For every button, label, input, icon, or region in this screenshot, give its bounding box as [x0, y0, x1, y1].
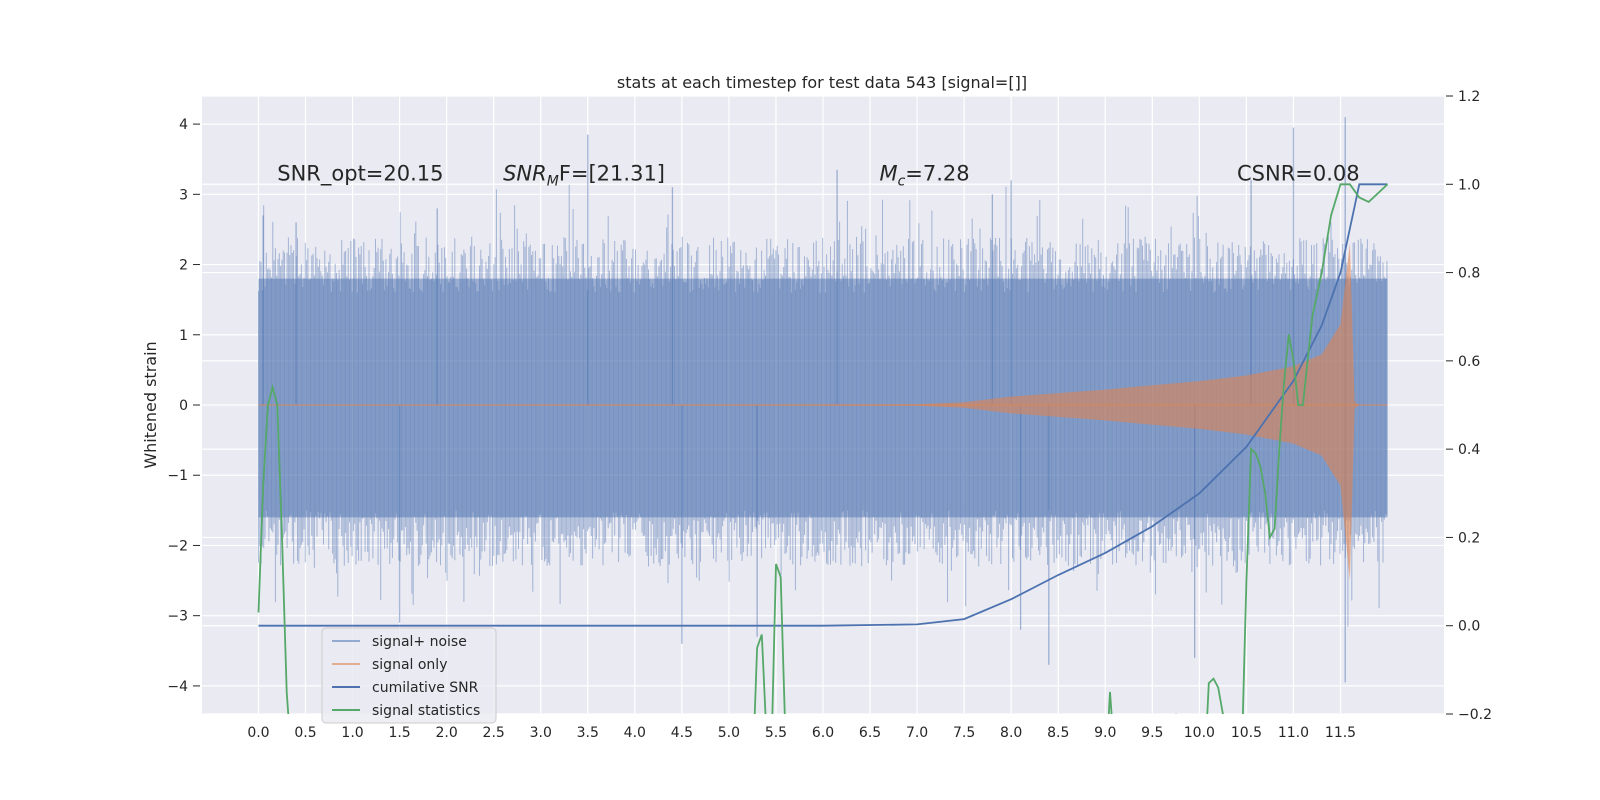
- x-tick-label: 4.0: [624, 725, 646, 741]
- x-tick-label: 8.5: [1047, 725, 1069, 741]
- y-left-tick-label: −4: [167, 679, 188, 695]
- y-right-tick-label: 1.0: [1458, 177, 1480, 193]
- y-left-tick-label: 2: [179, 258, 188, 274]
- x-tick-label: 6.5: [859, 725, 881, 741]
- y-right-tick-label: 0.4: [1458, 442, 1480, 458]
- legend: signal+ noise signal only cumilative SNR si…: [321, 627, 497, 724]
- annotation: SNR_opt=20.15: [277, 161, 443, 186]
- x-tick-label: 10.5: [1231, 725, 1262, 741]
- legend-box: [321, 627, 497, 724]
- chart-title: stats at each timestep for test data 543…: [617, 73, 1027, 92]
- y-right-tick-label: 1.2: [1458, 89, 1480, 105]
- series-signal-statistics: [257, 183, 1389, 714]
- x-tick-label: 1.5: [388, 725, 410, 741]
- series-cumilative-snr: [258, 183, 1388, 627]
- y-left-tick-label: 1: [179, 328, 188, 344]
- y-left-tick-label: 3: [179, 187, 188, 203]
- series-signal-only: [258, 243, 1388, 581]
- x-tick-label: 2.0: [436, 725, 458, 741]
- x-tick-label: 1.0: [341, 725, 363, 741]
- x-tick-label: 0.5: [294, 725, 316, 741]
- y-left-tick-label: −1: [167, 468, 188, 484]
- x-tick-label: 11.5: [1325, 725, 1356, 741]
- annotations: SNR_opt=20.15 SNRMF=[21.31] Mc=7.28 CSNR=0.…: [277, 161, 1359, 189]
- y-right-tick-label: −0.2: [1458, 707, 1492, 723]
- y-axis-right: 1.2 1.0 0.8 0.6 0.4 0.2 0.0 −0.2: [1446, 89, 1492, 723]
- y-left-tick-label: −2: [167, 538, 188, 554]
- x-tick-label: 0.0: [247, 725, 269, 741]
- x-axis: 0.0 0.5 1.0 1.5 2.0 2.5 3.0 3.5 4.0 4.5 5.0 5.5 6.0 6…: [247, 725, 1356, 741]
- x-tick-label: 6.0: [812, 725, 834, 741]
- signal-envelope: [258, 243, 1388, 581]
- y-left-tick-label: 4: [179, 117, 188, 133]
- annotation: CSNR=0.08: [1237, 161, 1360, 185]
- annotation: Mc=7.28: [879, 161, 969, 189]
- y-right-tick-label: 0.2: [1458, 530, 1480, 546]
- legend-label: signal+ noise: [372, 634, 467, 650]
- x-tick-label: 11.0: [1278, 725, 1309, 741]
- y-right-tick-label: 0.0: [1458, 619, 1480, 635]
- y-left-tick-label: −3: [167, 609, 188, 625]
- x-tick-label: 4.5: [671, 725, 693, 741]
- x-tick-label: 8.0: [1000, 725, 1022, 741]
- series-layer: [257, 117, 1389, 714]
- x-tick-label: 2.5: [483, 725, 505, 741]
- x-tick-label: 3.5: [577, 725, 599, 741]
- x-tick-label: 7.5: [953, 725, 975, 741]
- x-tick-label: 10.0: [1184, 725, 1215, 741]
- x-tick-label: 7.0: [906, 725, 928, 741]
- legend-label: signal statistics: [372, 703, 480, 719]
- legend-label: signal only: [372, 657, 447, 673]
- y-right-tick-label: 0.8: [1458, 266, 1480, 282]
- x-tick-label: 9.5: [1141, 725, 1163, 741]
- x-tick-label: 5.5: [765, 725, 787, 741]
- legend-label: cumilative SNR: [372, 680, 479, 696]
- annotation: SNRMF=[21.31]: [503, 161, 665, 189]
- y-left-tick-label: 0: [179, 398, 188, 414]
- y-axis-label: Whitened strain: [141, 341, 160, 468]
- x-tick-label: 9.0: [1094, 725, 1116, 741]
- y-axis-left: 4 3 2 1 0 −1 −2 −3 −4: [167, 117, 200, 695]
- x-tick-label: 3.0: [530, 725, 552, 741]
- y-right-tick-label: 0.6: [1458, 354, 1480, 370]
- x-tick-label: 5.0: [718, 725, 740, 741]
